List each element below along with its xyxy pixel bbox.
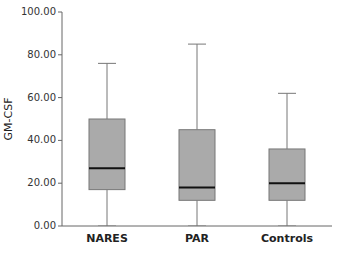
- median: [269, 182, 305, 184]
- x-axis-line: [62, 226, 332, 227]
- y-tick: [58, 140, 62, 141]
- y-axis-label: GM-CSF: [2, 98, 15, 141]
- cap-high: [278, 93, 296, 94]
- box-group: [269, 93, 305, 226]
- box: [89, 119, 125, 190]
- y-tick-label: 20.00: [27, 177, 56, 188]
- y-tick-label: 80.00: [27, 49, 56, 60]
- y-tick: [58, 183, 62, 184]
- y-tick-label: 40.00: [27, 134, 56, 145]
- x-tick-label: Controls: [261, 232, 313, 245]
- median: [179, 186, 215, 188]
- cap-low: [188, 226, 206, 227]
- y-axis: 0.00 20.00 40.00 60.00 80.00 100.00: [21, 6, 62, 231]
- x-axis: NARES PAR Controls: [62, 226, 332, 245]
- y-axis-line: [62, 12, 63, 226]
- y-tick: [58, 54, 62, 55]
- whisker-low: [107, 190, 108, 226]
- whisker-low: [197, 200, 198, 226]
- y-tick: [58, 226, 62, 227]
- y-tick-label: 100.00: [21, 6, 56, 17]
- whisker-high: [197, 44, 198, 130]
- chart: 0.00 20.00 40.00 60.00 80.00 100.00 GM-CSF NARE…: [0, 0, 344, 254]
- cap-low: [98, 226, 116, 227]
- median: [89, 167, 125, 169]
- box-group: [179, 44, 215, 226]
- box: [269, 149, 305, 200]
- cap-high: [188, 44, 206, 45]
- whisker-high: [107, 63, 108, 119]
- y-tick-label: 60.00: [27, 92, 56, 103]
- whisker-high: [287, 93, 288, 149]
- cap-low: [278, 226, 296, 227]
- cap-high: [98, 63, 116, 64]
- y-tick: [58, 12, 62, 13]
- y-tick-label: 0.00: [34, 220, 56, 231]
- box-group: [89, 63, 125, 226]
- x-tick-label: NARES: [86, 232, 128, 245]
- box: [179, 130, 215, 201]
- x-tick-label: PAR: [185, 232, 210, 245]
- boxes: [89, 44, 305, 226]
- whisker-low: [287, 200, 288, 226]
- y-tick: [58, 97, 62, 98]
